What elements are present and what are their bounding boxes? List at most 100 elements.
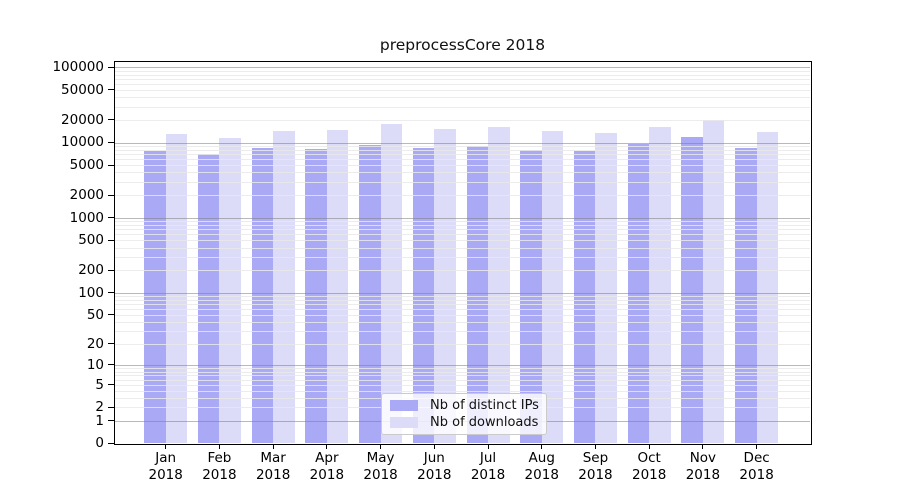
bar-downloads-dec	[756, 131, 779, 444]
y-axis-tick-10000	[108, 141, 114, 143]
x-axis-tick-may	[380, 444, 382, 449]
legend-label-distinct-ips: Nb of distinct IPs	[430, 398, 539, 413]
minor-gridline-20	[115, 343, 810, 345]
minor-gridline-700	[115, 229, 810, 231]
minor-gridline-4	[115, 390, 810, 392]
minor-gridline-6	[115, 379, 810, 381]
x-axis-tick-oct	[648, 444, 650, 449]
y-tick-label-5000: 5000	[69, 157, 104, 174]
legend-item-downloads: Nb of downloads	[390, 415, 538, 430]
minor-gridline-900	[115, 221, 810, 223]
x-tick-label-oct: Oct 2018	[631, 450, 667, 483]
bar-distinct-ips-sep	[573, 151, 596, 444]
bar-downloads-oct	[649, 126, 671, 444]
minor-gridline-500	[115, 240, 810, 242]
y-tick-label-10000: 10000	[61, 134, 104, 151]
minor-gridline-50000	[115, 89, 810, 91]
y-axis-tick-100000	[108, 66, 114, 68]
y-tick-label-50000: 50000	[61, 81, 104, 98]
minor-gridline-40	[115, 322, 810, 323]
y-tick-label-20: 20	[86, 335, 104, 352]
x-tick-label-jul: Jul 2018	[470, 450, 506, 483]
y-axis-tick-10	[108, 364, 114, 366]
minor-gridline-50	[115, 314, 810, 316]
y-tick-label-20000: 20000	[61, 111, 104, 128]
x-tick-label-jan: Jan 2018	[148, 450, 183, 483]
y-axis-tick-200	[108, 269, 114, 271]
bar-downloads-jan	[165, 134, 188, 444]
x-axis-tick-jul	[487, 444, 489, 449]
minor-gridline-5000	[115, 165, 810, 167]
y-axis-tick-50	[108, 314, 114, 316]
y-tick-label-50: 50	[86, 306, 104, 323]
y-axis-tick-1	[108, 420, 114, 422]
y-tick-label-200: 200	[78, 262, 104, 279]
minor-gridline-80	[115, 299, 810, 301]
minor-gridline-400	[115, 247, 810, 249]
bar-downloads-feb	[219, 138, 241, 444]
minor-gridline-200	[115, 270, 810, 272]
x-tick-label-nov: Nov 2018	[685, 450, 721, 483]
minor-gridline-80000	[115, 74, 810, 76]
minor-gridline-7	[115, 375, 810, 377]
bar-downloads-apr	[326, 129, 349, 444]
y-tick-label-2000: 2000	[69, 187, 104, 204]
major-gridline-10	[115, 365, 810, 366]
minor-gridline-30	[115, 331, 810, 333]
bar-downloads-sep	[595, 132, 617, 444]
x-tick-label-jun: Jun 2018	[417, 450, 452, 483]
minor-gridline-8000	[115, 149, 810, 151]
minor-gridline-800	[115, 224, 810, 226]
minor-gridline-70000	[115, 78, 810, 80]
minor-gridline-70	[115, 304, 810, 306]
y-tick-label-100000: 100000	[52, 59, 104, 76]
legend-swatch-distinct-ips	[390, 400, 418, 411]
x-axis-tick-aug	[541, 444, 543, 449]
x-tick-label-apr: Apr 2018	[309, 450, 345, 483]
minor-gridline-20000	[115, 119, 810, 121]
legend-swatch-downloads	[390, 417, 418, 428]
x-axis-tick-dec	[756, 444, 758, 449]
y-axis-tick-5	[108, 384, 114, 386]
x-tick-label-feb: Feb 2018	[202, 450, 237, 483]
major-gridline-1000	[115, 217, 810, 219]
bar-distinct-ips-jan	[144, 151, 166, 444]
minor-gridline-90	[115, 296, 810, 297]
minor-gridline-40000	[115, 97, 810, 99]
x-tick-label-may: May 2018	[363, 450, 398, 483]
x-axis-tick-sep	[594, 444, 596, 449]
minor-gridline-6000	[115, 159, 810, 161]
minor-gridline-9	[115, 368, 810, 370]
x-axis-tick-jan	[165, 444, 167, 449]
minor-gridline-90000	[115, 70, 810, 72]
x-axis-tick-apr	[326, 444, 328, 449]
chart-title: preprocessCore 2018	[379, 36, 546, 54]
y-axis-tick-20	[108, 343, 114, 345]
minor-gridline-8	[115, 371, 810, 373]
x-axis-tick-jun	[433, 444, 435, 449]
y-axis-tick-100	[108, 292, 114, 294]
major-gridline-10000	[115, 142, 810, 144]
major-gridline-100000	[115, 67, 810, 69]
bar-downloads-mar	[273, 130, 295, 444]
bar-distinct-ips-nov	[681, 136, 703, 444]
minor-gridline-5	[115, 384, 810, 386]
x-tick-label-dec: Dec 2018	[739, 450, 774, 483]
minor-gridline-7000	[115, 154, 810, 156]
y-axis-tick-500	[108, 239, 114, 241]
y-tick-label-0: 0	[95, 435, 104, 452]
y-tick-label-2: 2	[95, 399, 104, 416]
x-tick-label-sep: Sep 2018	[578, 450, 613, 483]
bar-downloads-jul	[488, 126, 510, 444]
y-tick-label-1: 1	[95, 412, 104, 429]
minor-gridline-4000	[115, 172, 810, 174]
x-axis-tick-feb	[218, 444, 220, 449]
major-gridline-100	[115, 292, 810, 294]
minor-gridline-9000	[115, 145, 810, 147]
y-axis-tick-5000	[108, 164, 114, 166]
legend: Nb of distinct IPs Nb of downloads	[381, 393, 547, 435]
x-tick-label-aug: Aug 2018	[524, 450, 559, 483]
y-tick-label-500: 500	[78, 232, 104, 249]
